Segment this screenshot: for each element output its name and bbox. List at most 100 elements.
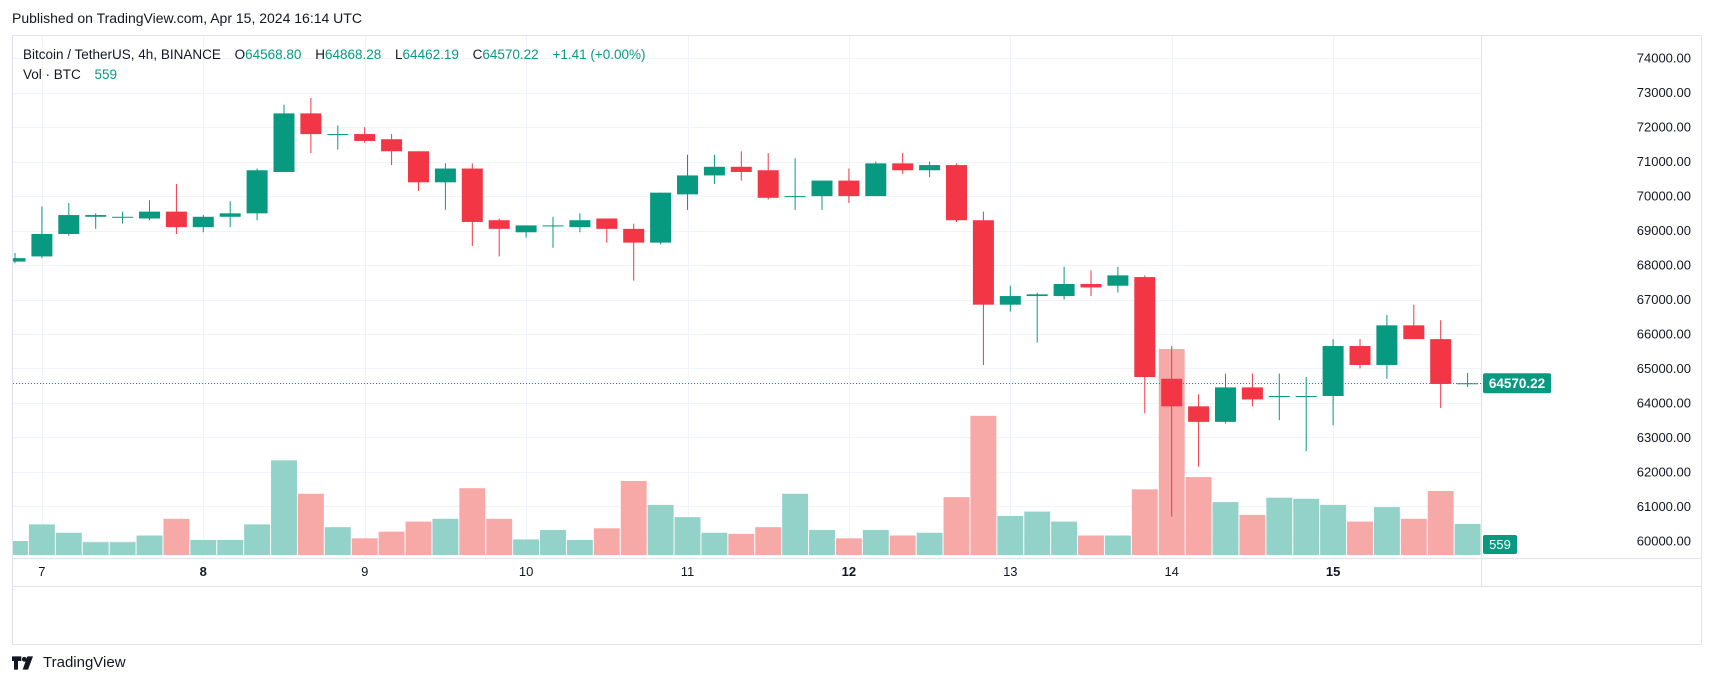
candle-body[interactable] [1134,277,1156,378]
candle-body[interactable] [13,258,26,262]
volume-bar [997,516,1024,555]
volume-bar [1427,490,1454,555]
price-tick-label: 64000.00 [1637,395,1691,410]
time-tick-label: 11 [681,564,695,579]
candle-body[interactable] [972,220,994,305]
candle-body[interactable] [1161,378,1183,407]
candle-body[interactable] [1215,387,1236,422]
candlestick-chart[interactable]: 74000.00 73000.00 72000.00 71000.00 70000.00… [13,36,1702,645]
candle-body[interactable] [1457,383,1479,385]
candle-body[interactable] [757,170,779,198]
candle-body[interactable] [1241,387,1263,400]
candle-body[interactable] [408,151,429,183]
candle-body[interactable] [999,296,1021,305]
candle-body[interactable] [542,225,564,227]
volume-bar [109,542,136,555]
volume-bar [82,542,109,555]
price-tick-label: 71000.00 [1637,154,1691,169]
candle-body[interactable] [1376,325,1398,365]
candle-body[interactable] [677,175,698,195]
volume-bar [728,533,755,555]
candle-body[interactable] [1080,283,1102,288]
volume-bar [1266,497,1293,555]
candle-body[interactable] [219,213,241,217]
last-volume-label: 559 [1489,537,1511,552]
candle-body[interactable] [1268,396,1290,398]
candle-body[interactable] [85,215,107,217]
volume-bar [1051,521,1078,555]
candle-body[interactable] [1295,396,1317,398]
volume-bar [378,531,405,555]
candle-body[interactable] [515,225,537,233]
candle-body[interactable] [784,196,806,198]
candle-body[interactable] [1026,294,1048,297]
candle-body[interactable] [58,215,80,235]
candle-body[interactable] [354,134,376,141]
price-tick-label: 66000.00 [1637,326,1691,341]
volume-bar [674,517,701,555]
tradingview-logo[interactable]: TradingView [12,654,126,671]
time-tick-label: 8 [200,564,207,579]
candle-body[interactable] [1188,406,1210,422]
price-tick-label: 65000.00 [1637,361,1691,376]
candle-body[interactable] [488,220,510,229]
candle-body[interactable] [623,228,645,243]
price-tick-label: 70000.00 [1637,189,1691,204]
candle-body[interactable] [300,113,322,135]
candle-body[interactable] [165,211,187,228]
candle-body[interactable] [1403,325,1425,340]
volume-bar [163,518,190,555]
volume-bar [943,497,970,555]
candle-body[interactable] [1430,339,1452,384]
candle-body[interactable] [1322,346,1344,397]
price-tick-label: 68000.00 [1637,258,1691,273]
volume-bar [432,518,459,555]
volume-bar [755,527,782,555]
volume-bar [190,539,217,555]
candle-body[interactable] [434,168,456,183]
volume-bar [647,504,674,555]
brand-name: TradingView [43,654,126,671]
candle-body[interactable] [327,134,349,136]
candle-body[interactable] [650,192,672,243]
candle-body[interactable] [381,139,403,152]
candle-body[interactable] [461,168,483,222]
candle-body[interactable] [838,180,860,197]
time-tick-label: 14 [1164,564,1178,579]
candle-body[interactable] [112,216,134,218]
volume-bar [486,518,513,555]
volume-bar [28,524,55,555]
candle-body[interactable] [865,163,887,197]
volume-bar [620,480,647,555]
candle-body[interactable] [703,166,725,176]
price-tick-label: 74000.00 [1637,51,1691,66]
price-tick-label: 63000.00 [1637,430,1691,445]
candle-body[interactable] [273,113,295,172]
chart-frame[interactable]: 74000.00 73000.00 72000.00 71000.00 70000.00… [12,35,1702,645]
candle-body[interactable] [139,211,160,219]
candle-body[interactable] [1107,275,1129,286]
candle-body[interactable] [246,170,268,214]
volume-bar [540,529,566,555]
candle-body[interactable] [569,220,591,228]
price-tick-label: 61000.00 [1637,499,1691,514]
time-tick-label: 12 [842,564,856,579]
time-tick-label: 10 [519,564,533,579]
tradingview-logo-icon [12,655,33,670]
candle-body[interactable] [1053,283,1075,297]
volume-bar [1454,523,1481,555]
candle-body[interactable] [31,234,53,257]
volume-bar [1239,514,1266,555]
candle-body[interactable] [596,218,618,229]
candle-body[interactable] [192,216,214,228]
candle-body[interactable] [730,166,752,172]
candle-body[interactable] [919,165,941,171]
candle-body[interactable] [1349,346,1371,365]
volume-bar [782,493,809,555]
volume-bar [1373,507,1400,555]
volume-bar [970,415,997,555]
candle-body[interactable] [946,165,967,221]
candle-body[interactable] [811,180,833,197]
candle-body[interactable] [892,163,914,171]
